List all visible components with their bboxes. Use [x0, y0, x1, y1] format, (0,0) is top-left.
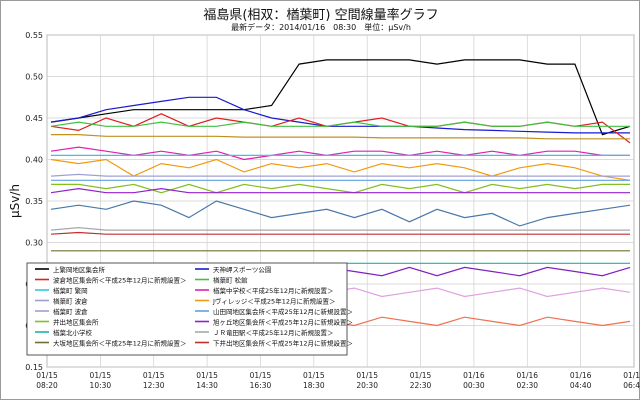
- x-tick-time: 06:40: [623, 381, 640, 390]
- x-tick-time: 16:30: [250, 381, 272, 390]
- x-tick-time: 12:30: [143, 381, 165, 390]
- legend-label: 楢葉町 繁岡: [53, 286, 88, 295]
- legend-label: 山田岡地区集会所＜平成25年12月に新規設置＞: [213, 307, 353, 316]
- legend-label: 楢葉町 松館: [213, 276, 248, 285]
- x-tick-date: 01/15: [410, 371, 432, 380]
- series-line: [50, 158, 631, 181]
- series-line: [50, 173, 630, 177]
- legend-label: 下井出地区集会所＜平成25年12月に新規設置＞: [213, 339, 353, 348]
- x-tick-time: 10:30: [90, 381, 112, 390]
- x-tick-time: 18:30: [303, 381, 325, 390]
- legend-label: 旭ヶ丘地区集会所＜平成25年12月に新規設置＞: [213, 318, 353, 327]
- series-line: [50, 187, 630, 194]
- x-tick-time: 14:30: [196, 381, 218, 390]
- legend-label: 楢葉町 波倉: [53, 307, 88, 316]
- y-tick-label: 0.50: [25, 73, 43, 82]
- x-tick-time: 04:40: [570, 381, 592, 390]
- x-tick-time: 00:30: [463, 381, 485, 390]
- x-tick-date: 01/16: [516, 371, 538, 380]
- legend-label: 波倉地区集会所＜平成25年12月に新規設置＞: [53, 276, 187, 285]
- legend-label: 楢葉北小学校: [53, 328, 93, 337]
- series-line: [50, 96, 630, 134]
- legend-label: ＪＲ竜田駅＜平成25年12月に新規設置＞: [213, 328, 334, 337]
- x-tick-date: 01/16: [463, 371, 485, 380]
- chart-title: 福島県(相双：楢葉町) 空間線量率グラフ: [203, 8, 439, 23]
- y-tick-label: 0.55: [25, 31, 43, 40]
- y-tick-label: 0.40: [25, 156, 43, 165]
- series-line: [50, 121, 630, 127]
- x-tick-date: 01/15: [143, 371, 165, 380]
- series-line: [50, 200, 631, 227]
- y-tick-label: 0.30: [25, 239, 43, 248]
- legend-label: 大坂地区集会所＜平成25年12月に新規設置＞: [53, 339, 187, 348]
- legend-label: 上繁岡地区集会所: [53, 265, 106, 274]
- x-tick-date: 01/16: [623, 371, 640, 380]
- x-tick-date: 01/15: [250, 371, 272, 380]
- series-line: [51, 134, 630, 140]
- legend-label: 井出地区集会所: [53, 318, 99, 327]
- x-tick-date: 01/15: [36, 371, 58, 380]
- y-axis-label: μSv/h: [8, 184, 22, 218]
- legend-label: 楢葉町 波倉: [53, 297, 88, 306]
- x-tick-date: 01/15: [356, 371, 378, 380]
- legend-box: [26, 262, 348, 356]
- legend-label: 天神岬スポーツ公園: [213, 265, 271, 274]
- x-tick-time: 02:30: [516, 381, 538, 390]
- y-tick-label: 0.15: [25, 363, 43, 372]
- x-tick-date: 01/15: [90, 371, 112, 380]
- series-line: [50, 226, 630, 231]
- x-tick-date: 01/16: [570, 371, 592, 380]
- series-line: [51, 183, 630, 194]
- y-tick-label: 0.35: [25, 197, 43, 206]
- chart-subtitle: 最新データ：2014/01/16 08:30 単位：μSv/h: [231, 23, 411, 32]
- y-tick-label: 0.45: [25, 114, 43, 123]
- x-tick-date: 01/15: [303, 371, 325, 380]
- series-line: [50, 231, 630, 235]
- series-line: [50, 146, 630, 161]
- x-tick-time: 22:30: [410, 381, 432, 390]
- x-tick-date: 01/15: [196, 371, 218, 380]
- x-tick-time: 20:30: [356, 381, 378, 390]
- legend-label: Jヴィレッジ＜平成25年12月に新規設置＞: [212, 297, 335, 306]
- series-line: [50, 59, 631, 136]
- x-tick-time: 08:20: [36, 381, 58, 390]
- legend-label: 楢葉中学校＜平成25年12月に新規設置＞: [213, 286, 334, 295]
